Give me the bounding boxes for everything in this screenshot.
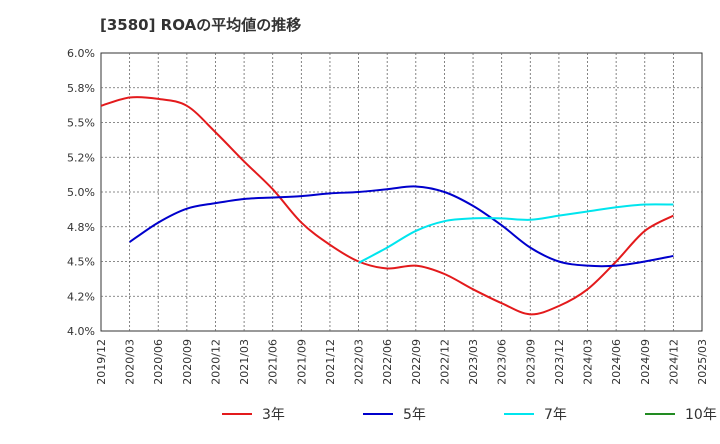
legend-label: 5年 bbox=[403, 407, 426, 423]
x-tick-label: 2022/12 bbox=[438, 339, 451, 385]
y-tick-label: 5.5% bbox=[67, 117, 95, 130]
y-tick-label: 4.5% bbox=[67, 256, 95, 269]
series-line-5年 bbox=[129, 185, 674, 268]
x-tick-label: 2022/03 bbox=[353, 339, 366, 385]
x-tick-label: 2019/12 bbox=[95, 339, 108, 385]
x-tick-label: 2022/09 bbox=[410, 339, 423, 385]
x-tick-label: 2023/03 bbox=[467, 339, 480, 385]
series-line-7年 bbox=[358, 203, 674, 264]
x-tick-label: 2020/12 bbox=[209, 339, 222, 385]
y-tick-label: 4.8% bbox=[67, 221, 95, 234]
x-tick-label: 2024/06 bbox=[610, 339, 623, 385]
x-tick-label: 2021/03 bbox=[238, 339, 251, 385]
x-tick-label: 2021/09 bbox=[295, 339, 308, 385]
series-line-3年 bbox=[100, 96, 674, 316]
x-tick-label: 2023/06 bbox=[496, 339, 509, 385]
legend-label: 7年 bbox=[544, 407, 567, 423]
x-tick-label: 2025/03 bbox=[696, 339, 709, 385]
x-tick-label: 2020/03 bbox=[124, 339, 137, 385]
y-tick-label: 4.2% bbox=[67, 290, 95, 303]
x-tick-label: 2024/12 bbox=[667, 339, 680, 385]
x-tick-label: 2024/03 bbox=[582, 339, 595, 385]
x-tick-label: 2020/09 bbox=[181, 339, 194, 385]
x-tick-label: 2021/12 bbox=[324, 339, 337, 385]
legend-label: 3年 bbox=[262, 407, 285, 423]
legend-label: 10年 bbox=[685, 407, 717, 423]
x-tick-label: 2022/06 bbox=[381, 339, 394, 385]
x-tick-label: 2020/06 bbox=[152, 339, 165, 385]
y-tick-label: 5.2% bbox=[67, 151, 95, 164]
y-tick-label: 6.0% bbox=[67, 47, 95, 60]
x-tick-label: 2023/09 bbox=[524, 339, 537, 385]
chart-title: [3580] ROAの平均値の推移 bbox=[100, 16, 302, 34]
x-tick-label: 2021/06 bbox=[267, 339, 280, 385]
x-tick-label: 2024/09 bbox=[639, 339, 652, 385]
x-tick-label: 2023/12 bbox=[553, 339, 566, 385]
y-tick-label: 5.0% bbox=[67, 186, 95, 199]
y-tick-label: 4.0% bbox=[67, 325, 95, 338]
y-tick-label: 5.8% bbox=[67, 82, 95, 95]
